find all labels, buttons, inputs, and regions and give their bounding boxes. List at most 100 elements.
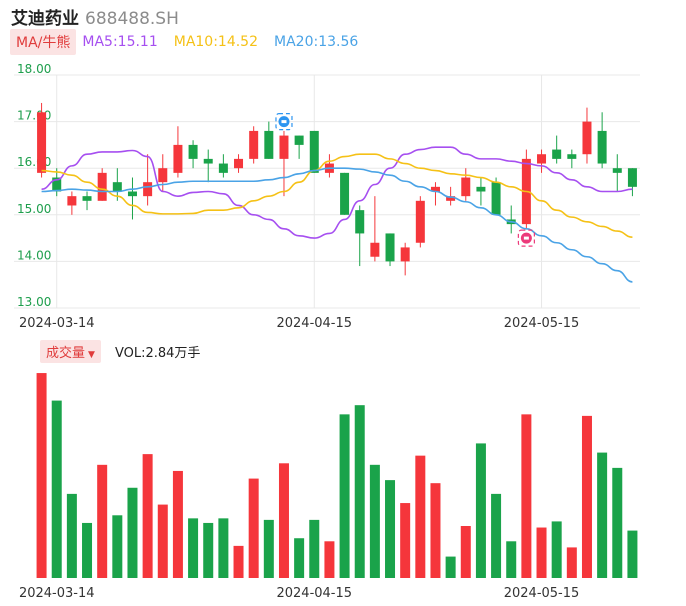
volume-bar [142,454,153,578]
candle [385,233,395,267]
candle [82,191,92,211]
candle [627,168,637,197]
candle-body [52,177,62,192]
volume-bar [415,455,426,578]
candle [309,130,319,173]
volume-indicator-bar: 成交量 ▼ VOL:2.84万手 [40,339,201,363]
volume-bar [506,541,517,578]
candle-body [218,163,228,173]
candle-body [249,130,259,159]
candle-body [612,168,622,173]
candle-body [567,154,577,159]
volume-bar [278,463,289,578]
candle-body [430,186,440,192]
ma10-line [41,153,633,238]
stock-name: 艾迪药业 [11,9,79,29]
candle-body [309,130,319,173]
x-tick-label: 2024-04-15 [276,316,352,331]
volume-bar [339,414,350,578]
candle-body [400,247,410,262]
volume-bar [627,530,638,578]
stock-title: 艾迪药业 688488.SH [11,4,179,29]
volume-bar [157,504,168,578]
candle-body [415,200,425,243]
volume-bar [294,538,305,578]
candle-body [446,196,456,201]
candle [521,149,531,229]
ma5-label: MA5:15.11 [82,34,158,50]
volume-bar [203,522,214,578]
ma20-label: MA20:13.56 [274,34,359,50]
y-tick-label: 16.00 [17,155,51,169]
volume-bar [400,503,411,578]
volume-bar [551,521,562,578]
candle-body [234,158,244,169]
volume-bar [263,519,274,578]
candle-body [112,182,122,192]
candle [370,196,380,262]
ma-selector-button[interactable]: MA/牛熊 [10,29,77,55]
volume-bar [385,480,396,578]
candle-body [82,196,92,201]
candle [249,126,259,164]
candle-body [385,233,395,262]
candle [294,135,304,159]
y-tick-label: 14.00 [17,248,51,262]
x-tick-label: 2024-03-14 [19,586,95,601]
candle [218,154,228,178]
candle [203,149,213,183]
candle-body [597,130,607,164]
candle-body [203,158,213,164]
candle-body [294,135,304,145]
pink-event-marker-icon [517,229,535,247]
ma10-label: MA10:14.52 [173,34,259,50]
candle-body [173,144,183,173]
volume-bar [233,545,244,578]
volume-bar [36,373,47,578]
candle [324,154,334,178]
volume-bar [309,519,320,578]
candle [279,130,289,197]
x-tick-label: 2024-04-15 [276,586,352,601]
volume-bar [51,400,62,578]
candle-body [355,210,365,234]
volume-value-label: VOL:2.84万手 [114,345,201,361]
candle-body [537,154,547,164]
candle [234,154,244,173]
volume-bar [612,467,623,578]
y-tick-label: 13.00 [17,295,51,309]
candle [127,177,137,220]
candle [476,177,486,206]
blue-event-marker-icon [275,112,293,131]
candle-body [340,172,350,215]
volume-bar [354,405,365,578]
volume-selector-button[interactable]: 成交量 ▼ [40,339,101,363]
candle [491,177,501,215]
volume-bar [430,483,441,578]
pink-event-marker-icon-glyph [523,236,529,240]
candle-body [582,121,592,155]
volume-bar [566,547,577,578]
candle-body [552,149,562,159]
ma5-line [41,146,633,239]
candle [97,168,107,201]
candle-body [67,196,77,206]
candle-body [37,112,47,173]
ma-indicator-bar: MA/牛熊 MA5:15.11 MA10:14.52 MA20:13.56 [10,29,374,55]
candle-body [461,177,471,197]
volume-bar [369,464,380,578]
candle [67,191,77,215]
x-tick-label: 2024-05-15 [504,316,580,331]
volume-bar [597,452,608,578]
y-tick-label: 17.00 [17,109,51,123]
x-tick-label: 2024-05-15 [504,586,580,601]
candle [552,135,562,164]
candle [612,154,622,192]
y-tick-label: 18.00 [17,62,51,76]
y-tick-label: 15.00 [17,202,51,216]
ma20-line [41,167,633,283]
volume-bar [460,526,471,578]
candle [143,154,153,206]
volume-bar [475,443,486,578]
